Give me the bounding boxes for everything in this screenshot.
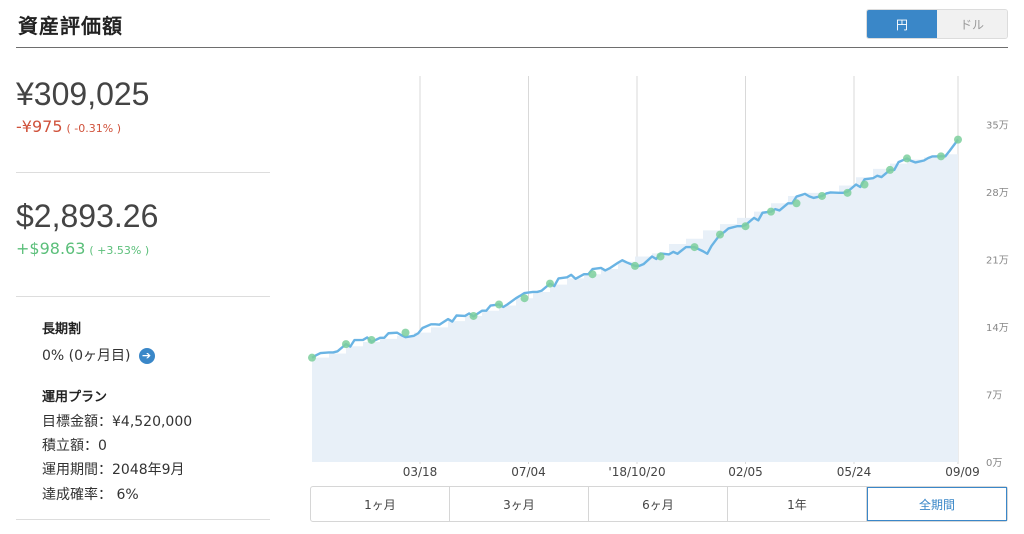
data-point-marker — [860, 180, 869, 189]
header-divider — [16, 47, 1008, 48]
data-point-marker — [401, 328, 410, 337]
data-point-marker — [937, 152, 945, 161]
data-point-marker — [690, 243, 699, 252]
currency-toggle[interactable]: 円 ドル — [866, 9, 1008, 39]
data-point-marker — [342, 340, 350, 349]
tab-3-months[interactable]: 3ヶ月 — [450, 487, 589, 521]
x-tick-label: 05/24 — [837, 465, 872, 479]
data-point-marker — [520, 294, 529, 303]
usd-change-pct: ( +3.53% ) — [89, 244, 150, 257]
plan-probability: 達成確率： 6% — [42, 487, 139, 503]
y-tick-label: 28万 — [986, 188, 1009, 199]
data-point-marker — [818, 191, 826, 200]
data-point-marker — [308, 353, 316, 362]
data-point-marker — [631, 261, 639, 270]
plan-heading: 運用プラン — [42, 390, 108, 405]
usd-amount: $2,893.26 — [16, 198, 159, 234]
header: 資産評価額 円 ドル — [0, 0, 1024, 50]
jpy-amount-block: ¥309,025 -¥975( -0.31% ) — [16, 76, 270, 136]
jpy-change-pct: ( -0.31% ) — [66, 122, 122, 135]
currency-option-jpy[interactable]: 円 — [867, 10, 937, 38]
plan-target: 目標金額：¥4,520,000 — [42, 414, 193, 430]
usd-change: +$98.63( +3.53% ) — [16, 239, 270, 258]
tab-all-time[interactable]: 全期間 — [867, 487, 1007, 521]
data-point-marker — [886, 165, 894, 174]
data-point-marker — [741, 222, 750, 231]
usd-change-value: +$98.63 — [16, 239, 86, 258]
data-point-marker — [843, 188, 852, 197]
usd-amount-block: $2,893.26 +$98.63( +3.53% ) — [16, 198, 270, 258]
data-point-marker — [656, 252, 665, 261]
y-tick-label: 14万 — [986, 323, 1009, 334]
y-tick-label: 35万 — [986, 121, 1009, 132]
asset-chart[interactable]: 0万 7万 14万 21万 28万 35万 03/18 07/04 '18/10/20 02/0… — [290, 60, 1024, 484]
jpy-change: -¥975( -0.31% ) — [16, 117, 270, 136]
data-point-marker — [767, 207, 775, 216]
jpy-amount: ¥309,025 — [16, 76, 150, 112]
data-point-marker — [588, 270, 597, 279]
data-point-marker — [367, 335, 376, 344]
data-point-marker — [954, 135, 962, 144]
divider — [16, 296, 270, 297]
data-point-marker — [903, 154, 911, 163]
data-point-marker — [469, 311, 478, 320]
y-axis-ticks: 0万 7万 14万 21万 28万 35万 — [986, 121, 1009, 470]
x-tick-label: 07/04 — [511, 465, 546, 479]
tab-1-year[interactable]: 1年 — [728, 487, 867, 521]
plan-contribution: 積立額：0 — [42, 438, 107, 454]
y-tick-label: 7万 — [986, 391, 1002, 402]
benchmark-area — [312, 149, 958, 462]
chart-area-layer — [312, 149, 958, 462]
chart-marker-layer — [308, 135, 962, 362]
x-tick-label: '18/10/20 — [608, 465, 665, 479]
divider — [16, 172, 270, 173]
currency-option-usd[interactable]: ドル — [937, 10, 1007, 38]
tab-6-months[interactable]: 6ヶ月 — [589, 487, 728, 521]
data-point-marker — [546, 279, 554, 288]
data-point-marker — [792, 199, 801, 208]
long-term-heading: 長期割 — [42, 322, 82, 337]
y-tick-label: 0万 — [986, 458, 1002, 469]
arrow-right-icon[interactable]: ➔ — [138, 348, 155, 364]
divider — [16, 519, 270, 520]
tab-1-month[interactable]: 1ヶ月 — [311, 487, 450, 521]
range-tabs[interactable]: 1ヶ月 3ヶ月 6ヶ月 1年 全期間 — [310, 486, 1008, 522]
data-point-marker — [716, 230, 724, 239]
x-axis-ticks: 03/18 07/04 '18/10/20 02/05 05/24 09/09 — [403, 465, 980, 479]
data-point-marker — [495, 300, 503, 309]
long-term-value: 0% (0ヶ月目) ➔ — [42, 345, 155, 365]
jpy-change-value: -¥975 — [16, 117, 63, 136]
x-tick-label: 03/18 — [403, 465, 438, 479]
x-tick-label: 09/09 — [945, 465, 980, 479]
y-tick-label: 21万 — [986, 256, 1009, 267]
plan-period: 運用期間：2048年9月 — [42, 462, 185, 478]
page-title: 資産評価額 — [18, 14, 123, 38]
long-term-text: 0% (0ヶ月目) — [42, 348, 131, 364]
x-tick-label: 02/05 — [728, 465, 763, 479]
